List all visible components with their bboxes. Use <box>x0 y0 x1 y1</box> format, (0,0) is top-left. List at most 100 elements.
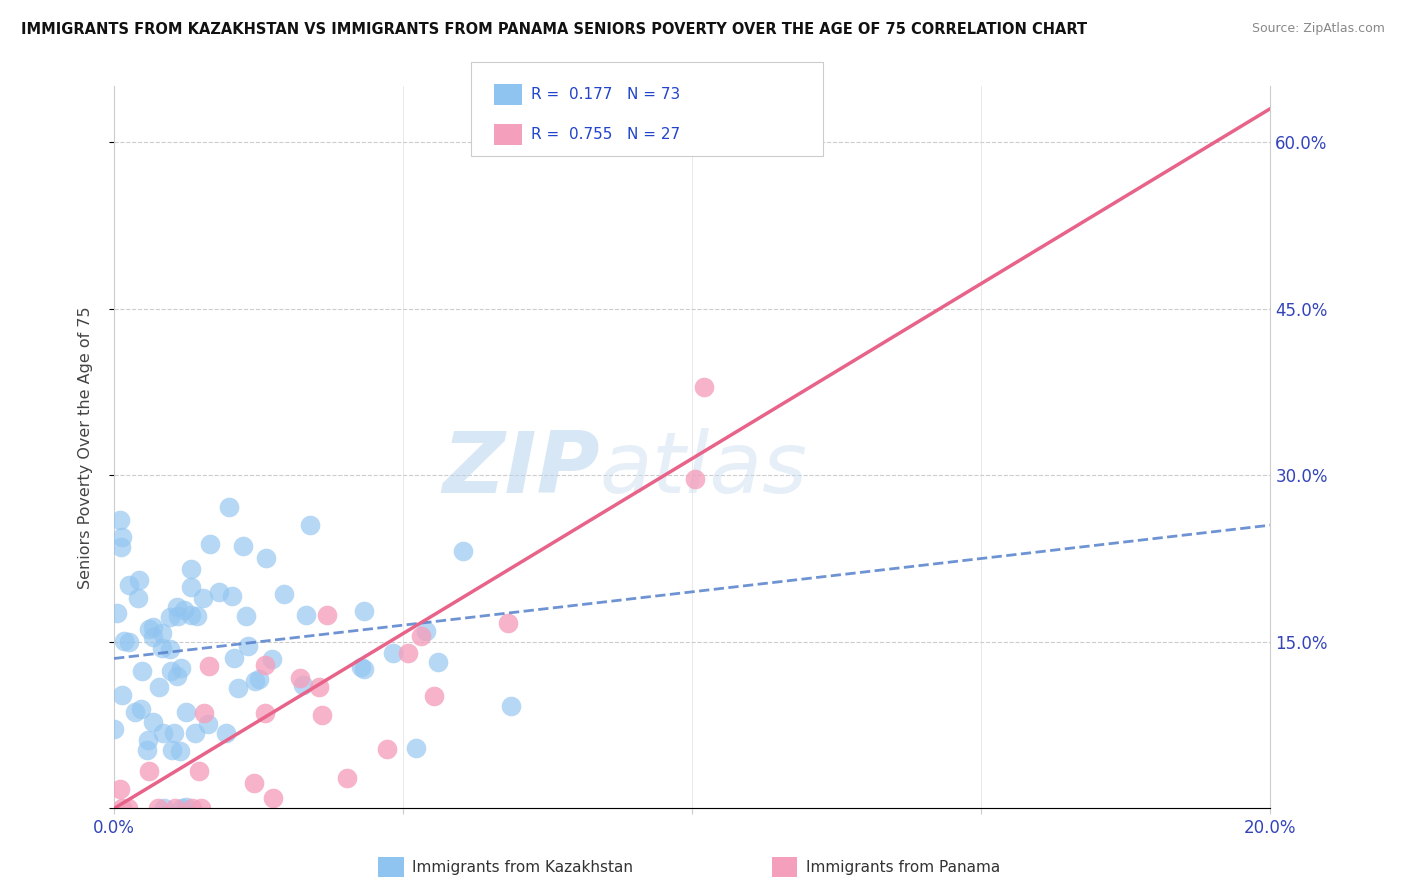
Point <box>142 619 165 633</box>
Point <box>174 799 197 814</box>
Point <box>349 660 371 674</box>
Point <box>692 380 714 394</box>
Point <box>138 622 160 636</box>
Point <box>316 607 339 622</box>
Point <box>180 580 202 594</box>
Point <box>150 641 173 656</box>
Text: R =  0.177   N = 73: R = 0.177 N = 73 <box>531 87 681 103</box>
Point <box>451 544 474 558</box>
Point <box>117 801 139 815</box>
Point <box>169 660 191 674</box>
Point <box>111 688 134 702</box>
Point <box>128 574 150 588</box>
Point <box>501 699 523 714</box>
Point <box>411 629 433 643</box>
Point <box>222 650 245 665</box>
Point <box>294 607 316 622</box>
Y-axis label: Seniors Poverty Over the Age of 75: Seniors Poverty Over the Age of 75 <box>79 306 93 589</box>
Point <box>167 609 190 624</box>
Point <box>208 584 231 599</box>
Point <box>127 591 149 606</box>
Text: Immigrants from Kazakhstan: Immigrants from Kazakhstan <box>412 860 633 874</box>
Point <box>108 513 131 527</box>
Point <box>198 659 221 673</box>
Point <box>381 647 404 661</box>
Point <box>191 591 214 605</box>
Point <box>141 630 163 644</box>
Point <box>150 626 173 640</box>
Point <box>118 635 141 649</box>
Point <box>163 726 186 740</box>
Point <box>166 600 188 615</box>
Point <box>235 608 257 623</box>
Point <box>180 562 202 576</box>
Point <box>214 726 236 740</box>
Text: Immigrants from Panama: Immigrants from Panama <box>806 860 1000 874</box>
Point <box>193 706 215 721</box>
Point <box>105 606 128 620</box>
Point <box>159 610 181 624</box>
Point <box>308 680 330 694</box>
Point <box>299 518 322 533</box>
Point <box>118 578 141 592</box>
Point <box>242 776 264 790</box>
Point <box>423 689 446 703</box>
Point <box>498 616 520 631</box>
Point <box>152 726 174 740</box>
Text: R =  0.755   N = 27: R = 0.755 N = 27 <box>531 127 681 142</box>
Point <box>135 743 157 757</box>
Point <box>159 642 181 657</box>
Point <box>221 589 243 603</box>
Point <box>110 540 132 554</box>
Point <box>247 672 270 686</box>
Point <box>254 550 277 565</box>
Point <box>138 764 160 779</box>
Point <box>173 602 195 616</box>
Point <box>311 708 333 723</box>
Text: atlas: atlas <box>600 427 807 510</box>
Point <box>292 678 315 692</box>
Point <box>176 705 198 719</box>
Point <box>288 672 311 686</box>
Point <box>110 782 132 797</box>
Point <box>232 539 254 553</box>
Text: IMMIGRANTS FROM KAZAKHSTAN VS IMMIGRANTS FROM PANAMA SENIORS POVERTY OVER THE AG: IMMIGRANTS FROM KAZAKHSTAN VS IMMIGRANTS… <box>21 22 1087 37</box>
Point <box>170 801 193 815</box>
Point <box>198 537 221 551</box>
Point <box>111 801 134 815</box>
Point <box>685 472 707 486</box>
Point <box>148 801 170 815</box>
Point <box>405 741 427 756</box>
Point <box>181 801 204 815</box>
Point <box>160 743 183 757</box>
Point <box>141 714 163 729</box>
Point <box>254 706 277 720</box>
Point <box>353 604 375 618</box>
Point <box>188 764 211 779</box>
Point <box>262 790 284 805</box>
Point <box>180 607 202 622</box>
Point <box>396 646 419 660</box>
Point <box>160 664 183 678</box>
Point <box>186 609 208 624</box>
Point <box>336 772 359 786</box>
Point <box>218 500 240 514</box>
Text: Source: ZipAtlas.com: Source: ZipAtlas.com <box>1251 22 1385 36</box>
Point <box>131 664 153 678</box>
Text: ZIP: ZIP <box>441 427 600 510</box>
Point <box>169 744 191 758</box>
Point <box>103 723 125 737</box>
Point <box>124 705 146 719</box>
Point <box>236 639 259 653</box>
Point <box>226 681 249 696</box>
Point <box>183 725 205 739</box>
Point <box>260 652 283 666</box>
Point <box>163 801 186 815</box>
Point <box>273 587 295 601</box>
Point <box>112 634 135 648</box>
Point <box>148 680 170 694</box>
Point <box>153 801 176 815</box>
Point <box>111 530 134 544</box>
Point <box>415 624 437 638</box>
Point <box>254 658 277 673</box>
